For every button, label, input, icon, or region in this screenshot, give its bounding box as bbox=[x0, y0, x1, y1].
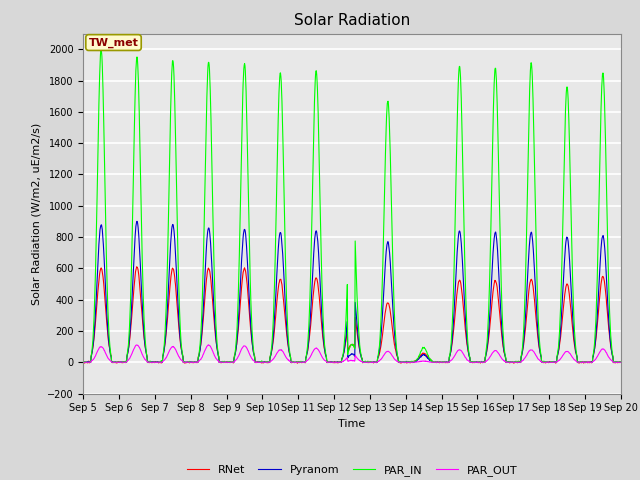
PAR_IN bbox=[97, 46, 105, 52]
PAR_IN bbox=[260, 360, 268, 365]
PAR_IN bbox=[187, 359, 195, 365]
Pyranom bbox=[436, 360, 444, 365]
Line: PAR_OUT: PAR_OUT bbox=[83, 345, 621, 362]
Pyranom bbox=[506, 359, 514, 365]
Title: Solar Radiation: Solar Radiation bbox=[294, 13, 410, 28]
PAR_OUT bbox=[205, 342, 212, 348]
Line: Pyranom: Pyranom bbox=[83, 221, 621, 362]
PAR_OUT bbox=[554, 359, 561, 364]
PAR_IN bbox=[80, 360, 88, 365]
Text: TW_met: TW_met bbox=[88, 37, 138, 48]
X-axis label: Time: Time bbox=[339, 419, 365, 429]
Pyranom bbox=[200, 302, 207, 308]
PAR_OUT bbox=[79, 360, 87, 365]
Line: RNet: RNet bbox=[83, 267, 621, 363]
PAR_OUT bbox=[506, 359, 514, 365]
Pyranom bbox=[133, 218, 141, 224]
RNet bbox=[617, 360, 625, 365]
RNet bbox=[79, 360, 87, 366]
Pyranom bbox=[81, 360, 88, 365]
PAR_OUT bbox=[186, 360, 193, 365]
PAR_IN bbox=[506, 360, 514, 365]
PAR_IN bbox=[554, 350, 561, 356]
PAR_IN bbox=[79, 359, 87, 365]
PAR_OUT bbox=[259, 360, 267, 365]
Line: PAR_IN: PAR_IN bbox=[83, 49, 621, 362]
RNet bbox=[186, 360, 194, 365]
Legend: RNet, Pyranom, PAR_IN, PAR_OUT: RNet, Pyranom, PAR_IN, PAR_OUT bbox=[182, 460, 522, 480]
PAR_IN bbox=[617, 359, 625, 365]
PAR_IN bbox=[200, 252, 207, 258]
Pyranom bbox=[187, 359, 195, 365]
PAR_OUT bbox=[436, 360, 444, 365]
PAR_OUT bbox=[199, 352, 207, 358]
RNet bbox=[506, 359, 514, 365]
RNet bbox=[436, 360, 444, 365]
Y-axis label: Solar Radiation (W/m2, uE/m2/s): Solar Radiation (W/m2, uE/m2/s) bbox=[31, 122, 42, 305]
Pyranom bbox=[554, 352, 561, 358]
RNet bbox=[199, 318, 207, 324]
RNet bbox=[259, 360, 267, 366]
PAR_OUT bbox=[617, 360, 625, 365]
Pyranom bbox=[79, 359, 87, 365]
RNet bbox=[294, 360, 301, 366]
RNet bbox=[554, 352, 561, 358]
Pyranom bbox=[617, 360, 625, 365]
Pyranom bbox=[260, 360, 268, 365]
RNet bbox=[132, 264, 140, 270]
PAR_IN bbox=[436, 359, 444, 365]
